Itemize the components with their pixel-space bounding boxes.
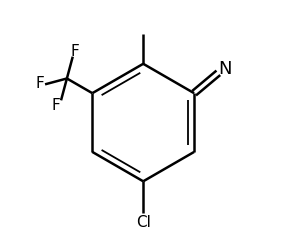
- Text: Cl: Cl: [136, 215, 151, 230]
- Text: F: F: [70, 44, 80, 58]
- Text: F: F: [35, 76, 44, 91]
- Text: F: F: [51, 98, 60, 113]
- Text: N: N: [218, 60, 232, 78]
